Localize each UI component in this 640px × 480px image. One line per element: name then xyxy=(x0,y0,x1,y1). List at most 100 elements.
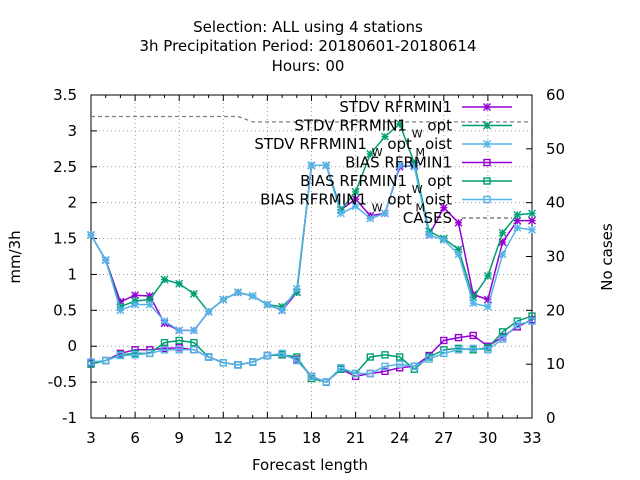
series-3 xyxy=(87,161,536,335)
data-point xyxy=(146,349,154,358)
x-tick-label: 30 xyxy=(478,429,497,447)
y2-tick-label: 40 xyxy=(546,194,565,212)
data-point xyxy=(189,326,198,335)
plot-area xyxy=(87,115,536,386)
data-point xyxy=(204,307,213,316)
data-point xyxy=(439,203,448,212)
data-point xyxy=(336,209,345,218)
data-point xyxy=(469,344,477,353)
data-point xyxy=(425,230,434,239)
y-tick-label: 1 xyxy=(67,265,77,283)
y-tick-label: 3.5 xyxy=(53,86,77,104)
y-tick-label: 1.5 xyxy=(53,230,77,248)
data-point xyxy=(160,275,169,284)
x-axis-label: Forecast length xyxy=(252,456,368,474)
x-tick-label: 21 xyxy=(346,429,365,447)
data-point xyxy=(175,326,184,335)
y2-axis-label: No cases xyxy=(598,223,616,291)
legend-marker xyxy=(483,158,491,167)
data-point xyxy=(160,338,169,347)
data-point xyxy=(175,346,183,354)
data-point xyxy=(395,161,404,170)
legend-marker xyxy=(483,140,491,148)
legend-label: CASES xyxy=(403,209,452,227)
data-point xyxy=(381,362,389,371)
legend-label: BIAS RFRMIN1 W opt xyxy=(300,172,452,196)
data-point xyxy=(87,230,95,239)
data-point xyxy=(528,216,536,225)
data-point xyxy=(131,300,140,309)
data-point xyxy=(498,250,507,259)
y2-tick-label: 10 xyxy=(546,355,565,373)
data-point xyxy=(484,346,492,354)
data-point xyxy=(145,300,154,309)
y-tick-label: 3 xyxy=(67,122,77,140)
x-tick-label: 3 xyxy=(86,429,96,447)
data-point xyxy=(469,299,478,308)
y-tick-label: 2 xyxy=(67,194,77,212)
legend-item-4: BIAS RFRMIN1 xyxy=(345,154,512,172)
legend-marker xyxy=(483,121,491,130)
y2-tick-label: 50 xyxy=(546,140,565,158)
data-point xyxy=(307,372,316,381)
legend-marker xyxy=(483,103,491,111)
data-point xyxy=(498,328,507,336)
title-line-1: Selection: ALL using 4 stations xyxy=(193,18,423,36)
data-point xyxy=(410,162,419,171)
y-tick-label: -0.5 xyxy=(48,373,77,391)
legend-label: STDV RFRMIN1 W opt Moist xyxy=(254,135,452,159)
data-point xyxy=(307,161,316,170)
data-point xyxy=(366,353,374,361)
data-point xyxy=(498,238,507,247)
legend-marker xyxy=(483,195,491,204)
data-point xyxy=(483,302,492,311)
data-point xyxy=(234,288,242,297)
legend-label: STDV RFRMIN1 xyxy=(339,98,452,116)
data-point xyxy=(190,338,198,347)
data-point xyxy=(131,351,139,359)
y-tick-label: 2.5 xyxy=(53,158,77,176)
y-tick-label: -1 xyxy=(62,409,77,427)
data-point xyxy=(278,306,287,315)
data-point xyxy=(381,132,389,141)
data-point xyxy=(381,367,389,376)
data-point xyxy=(131,291,140,300)
data-point xyxy=(454,250,463,259)
data-point xyxy=(351,195,360,204)
data-point xyxy=(366,214,375,223)
legend-item-7: CASES xyxy=(403,209,512,227)
data-point xyxy=(425,355,433,363)
data-point xyxy=(483,271,492,280)
data-point xyxy=(175,279,184,288)
data-point xyxy=(469,331,477,340)
series-6 xyxy=(87,317,536,386)
data-point xyxy=(234,361,242,369)
data-point xyxy=(351,187,360,196)
data-point xyxy=(322,378,330,386)
data-point xyxy=(116,306,125,315)
data-point xyxy=(204,353,213,361)
legend-label: STDV RFRMIN1 W opt xyxy=(294,117,452,141)
data-point xyxy=(366,149,375,158)
data-point xyxy=(189,289,198,298)
data-point xyxy=(528,209,536,218)
data-point xyxy=(381,351,389,359)
data-point xyxy=(219,295,228,304)
data-point xyxy=(101,256,110,265)
x-tick-label: 33 xyxy=(522,429,541,447)
data-point xyxy=(145,291,154,300)
x-tick-label: 6 xyxy=(130,429,140,447)
data-point xyxy=(410,362,419,371)
data-point xyxy=(439,235,448,244)
data-point xyxy=(337,364,345,372)
data-point xyxy=(366,369,374,378)
data-point xyxy=(278,349,286,358)
data-point xyxy=(440,349,448,358)
legend-label: BIAS RFRMIN1 W opt Moist xyxy=(260,191,452,215)
data-point xyxy=(263,300,272,309)
legend-marker xyxy=(483,177,491,185)
data-point xyxy=(513,210,522,219)
data-point xyxy=(322,161,331,170)
x-tick-label: 24 xyxy=(390,429,409,447)
data-point xyxy=(248,358,257,366)
